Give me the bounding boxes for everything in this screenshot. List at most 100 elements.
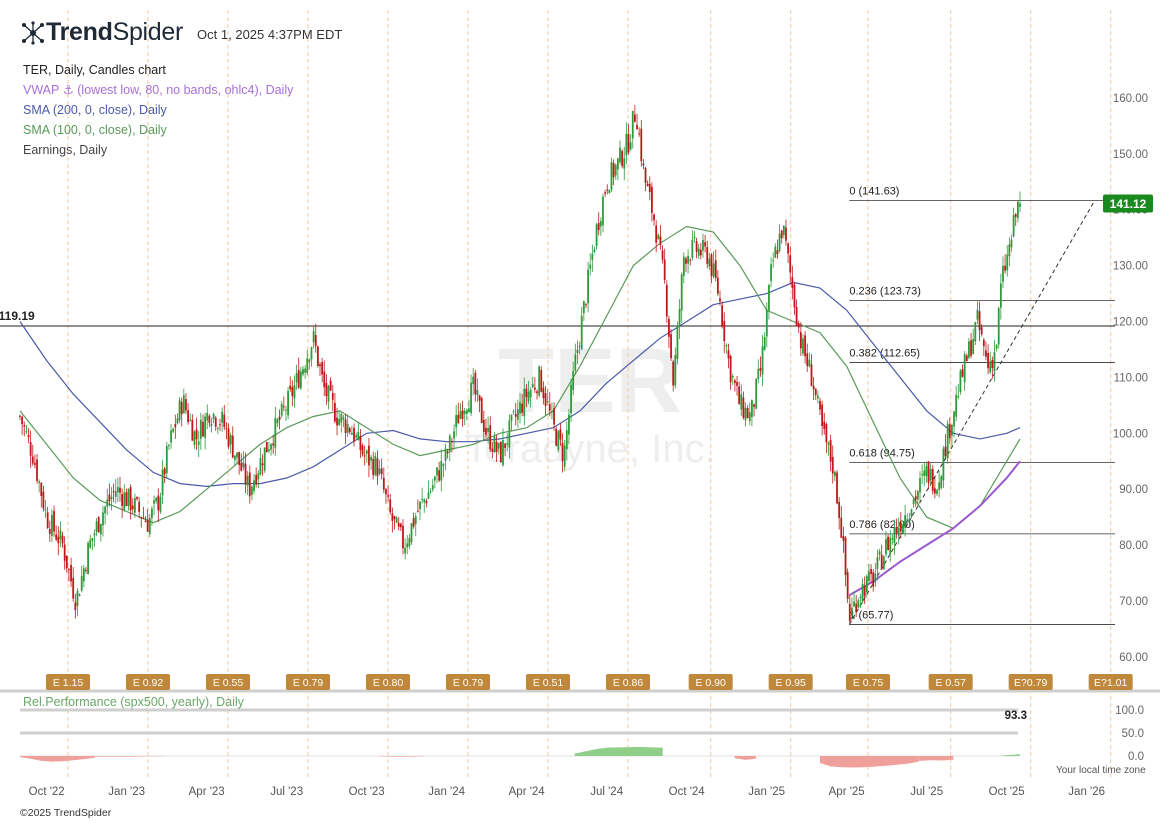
candle-body (848, 603, 851, 622)
candle-body (565, 430, 568, 450)
earnings-badge-8 (688, 674, 733, 690)
candle-body (76, 590, 79, 606)
candle-body (433, 476, 436, 481)
candle-body (570, 384, 572, 414)
candle-body (778, 233, 781, 251)
candle-body (729, 355, 732, 383)
candle-body (582, 301, 585, 314)
candle-body (125, 492, 128, 507)
candle-body (799, 332, 802, 349)
candle-body (859, 596, 862, 598)
candle-body (408, 538, 411, 547)
candle-body (810, 364, 813, 387)
candle-body (978, 311, 981, 331)
candle-body (948, 424, 951, 439)
rp-area-2 (380, 756, 426, 757)
candle-body (199, 419, 202, 439)
candle-body (678, 309, 681, 327)
candle-body (33, 462, 36, 465)
indicator-legend: TER, Daily, Candles chart VWAP ⚓ (lowest… (23, 60, 293, 160)
candle-body (136, 497, 138, 499)
candle-body (906, 519, 909, 521)
candle-body (657, 234, 660, 240)
candle-body (644, 167, 647, 183)
candle-body (414, 516, 417, 525)
candle-body (170, 430, 172, 443)
candle-body (327, 385, 330, 402)
candle-body (791, 277, 794, 288)
candle-body (736, 381, 738, 386)
candle-body (448, 435, 451, 453)
candle-body (406, 543, 409, 548)
candle-body (542, 387, 545, 399)
legend-sma100[interactable]: SMA (100, 0, close), Daily (23, 123, 167, 137)
legend-sma200[interactable]: SMA (200, 0, close), Daily (23, 103, 167, 117)
earnings-label-4: E 0.80 (373, 677, 404, 689)
candle-body (423, 499, 426, 503)
candle-body (323, 371, 326, 388)
legend-vwap[interactable]: VWAP ⚓ (lowest low, 80, no bands, ohlc4)… (23, 83, 294, 97)
candle-body (444, 448, 447, 461)
candle-body (687, 255, 689, 264)
legend-earnings[interactable]: Earnings, Daily (23, 143, 108, 157)
candle-body (476, 389, 479, 396)
candle-body (127, 488, 130, 506)
earnings-label-8: E 0.90 (695, 677, 726, 689)
candle-body (61, 535, 64, 544)
candle-body (159, 496, 162, 512)
candle-body (191, 419, 194, 441)
candle-body (514, 413, 517, 417)
earnings-label-3: E 0.79 (293, 677, 324, 689)
rp-area-3 (574, 747, 663, 756)
candle-body (225, 427, 228, 429)
candle-body (491, 448, 494, 452)
candle-body (344, 419, 347, 433)
candle-body (187, 410, 189, 423)
candle-body (180, 401, 183, 415)
candle-body (189, 419, 192, 421)
legend-symbol[interactable]: TER, Daily, Candles chart (23, 63, 166, 77)
candle-body (291, 386, 294, 397)
candle-body (321, 362, 324, 375)
candle-body (631, 110, 634, 139)
candle-body (174, 424, 177, 428)
candle-body (578, 345, 581, 347)
candle-body (455, 414, 458, 428)
candle-body (870, 569, 872, 575)
candle-body (706, 247, 709, 264)
candle-body (831, 456, 834, 474)
candle-body (144, 521, 147, 523)
x-tick-label: Jul '24 (590, 786, 623, 798)
earnings-badge-11 (928, 674, 973, 690)
candle-body (861, 583, 864, 602)
candle-body (202, 422, 204, 437)
candle-body (121, 494, 124, 506)
candle-body (821, 404, 824, 426)
candle-body (727, 350, 730, 359)
candle-body (665, 284, 668, 317)
candle-body (280, 403, 283, 416)
candle-body (959, 370, 962, 393)
candle-body (48, 528, 51, 534)
candle-body (395, 517, 398, 523)
candle-body (1002, 265, 1004, 282)
candle-body (540, 370, 543, 392)
earnings-badge-6 (526, 674, 570, 690)
candle-body (944, 446, 947, 457)
candle-body (991, 359, 994, 369)
candle-body (212, 413, 215, 419)
candle-body (659, 236, 662, 245)
rel-performance-label[interactable]: Rel.Performance (spx500, yearly), Daily (23, 695, 244, 709)
candle-body (221, 411, 224, 423)
candle-body (795, 306, 798, 326)
rp-area-4 (734, 756, 756, 760)
candle-body (908, 519, 911, 523)
y-tick-label: 80.00 (1119, 540, 1148, 552)
candle-body (416, 510, 419, 512)
candle-body (914, 496, 917, 500)
candle-body (819, 400, 821, 410)
candle-body (78, 594, 81, 597)
candle-body (521, 403, 524, 413)
candle-body (912, 499, 915, 505)
